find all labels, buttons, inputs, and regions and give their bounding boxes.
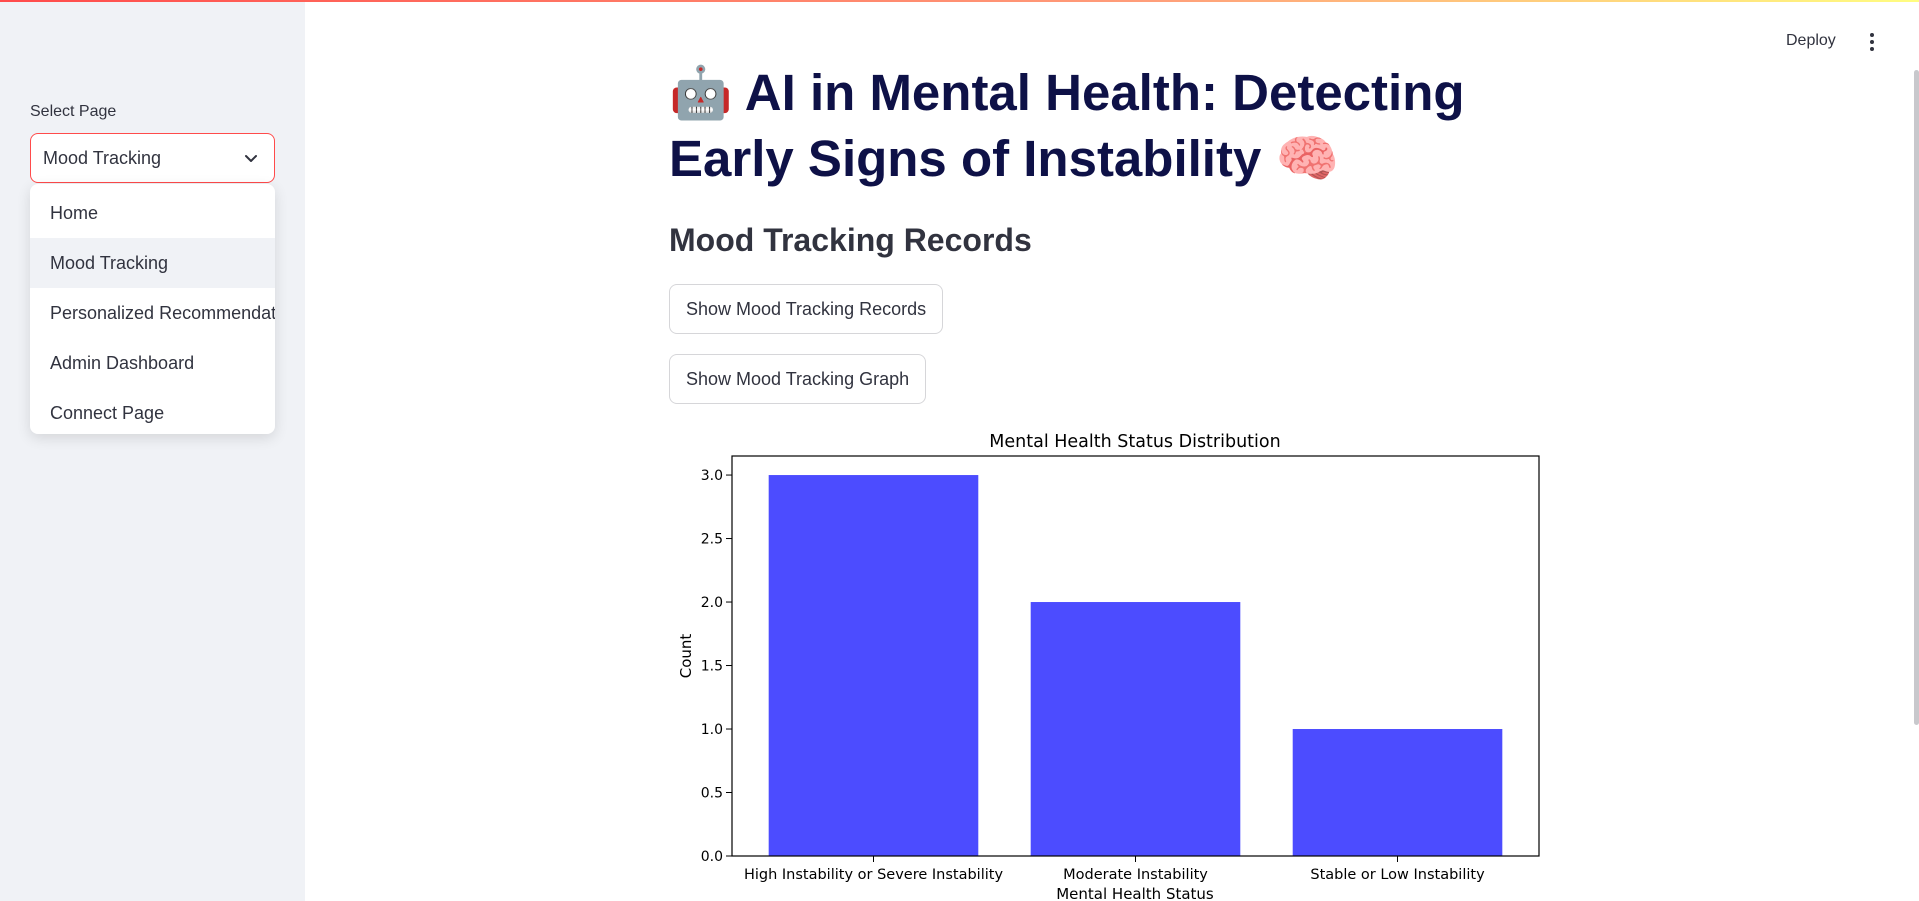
y-tick-label: 3.0: [701, 468, 723, 484]
show-records-button[interactable]: Show Mood Tracking Records: [669, 284, 944, 334]
option-connect-page[interactable]: Connect Page: [50, 402, 165, 423]
more-vertical-icon[interactable]: [1864, 30, 1880, 54]
page-title: 🤖 AI in Mental Health: Detecting Early S…: [669, 64, 1465, 187]
y-tick-label: 1.5: [701, 659, 723, 675]
y-tick-label: 2.0: [701, 595, 723, 611]
y-tick-label: 1.0: [701, 722, 723, 738]
plot-frame: [731, 455, 1540, 857]
y-tick-label: 0.0: [701, 849, 723, 865]
scrollbar[interactable]: [1914, 70, 1919, 725]
chevron-down-icon: [240, 147, 262, 169]
page-select-value: Mood Tracking: [43, 147, 162, 168]
y-tick-label: 0.5: [701, 786, 723, 802]
option-home[interactable]: Home: [50, 202, 99, 223]
option-mood-tracking[interactable]: Mood Tracking: [30, 238, 275, 288]
section-subheader: Mood Tracking Records: [669, 222, 1032, 258]
bar-2: [1292, 729, 1503, 856]
sidebar: Select Page Mood Tracking Home Mood Trac…: [0, 0, 305, 901]
option-admin-dashboard[interactable]: Admin Dashboard: [50, 352, 195, 373]
x-tick-label: High Instability or Severe Instability: [744, 867, 1004, 883]
x-tick-label: Moderate Instability: [1063, 867, 1208, 883]
top-accent-bar: [0, 0, 1919, 2]
chart-title: Mental Health Status Distribution: [989, 432, 1280, 452]
page-select[interactable]: Mood Tracking: [30, 133, 275, 183]
x-axis-label: Mental Health Status: [1056, 885, 1214, 901]
x-tick-label: Stable or Low Instability: [1310, 867, 1485, 883]
deploy-button[interactable]: Deploy: [1786, 32, 1836, 49]
bar-1: [1030, 602, 1241, 856]
y-axis-label: Count: [677, 634, 695, 679]
y-tick-label: 2.5: [701, 532, 723, 548]
mood-status-chart: Mental Health Status Distribution 0.0 0.5…: [677, 432, 1540, 901]
option-personalized-recommendations[interactable]: Personalized Recommendations: [50, 302, 275, 323]
page-select-dropdown: Home Mood Tracking Personalized Recommen…: [30, 184, 275, 434]
show-graph-button[interactable]: Show Mood Tracking Graph: [669, 354, 927, 404]
bar-0: [768, 475, 979, 856]
select-page-label: Select Page: [30, 103, 117, 120]
